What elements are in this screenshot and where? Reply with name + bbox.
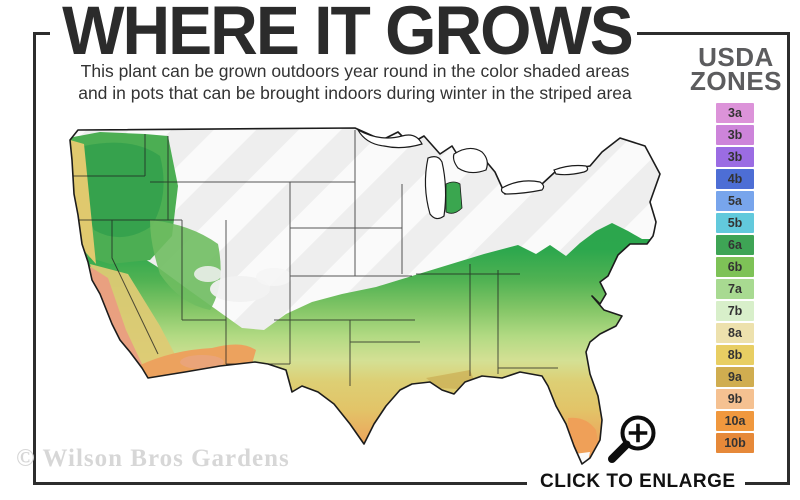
map-outline xyxy=(69,127,661,465)
frame-bottom-right xyxy=(745,482,790,485)
frame-top-right-stub xyxy=(637,32,790,35)
map-michigan-green xyxy=(445,181,463,214)
map-northwest-dark-green xyxy=(80,142,164,238)
lake-superior xyxy=(356,128,423,149)
subtitle: This plant can be grown outdoors year ro… xyxy=(30,60,680,105)
map-coast-yellow xyxy=(70,140,96,264)
zone-chip-5b-5: 5b xyxy=(716,213,754,233)
map-great-basin-green xyxy=(150,220,221,310)
great-lakes xyxy=(356,128,589,220)
zone-chip-8b-11: 8b xyxy=(716,345,754,365)
frame-top-left-stub xyxy=(33,32,50,35)
map-florida-orange xyxy=(568,417,598,462)
usda-zones-heading-line2: ZONES xyxy=(689,65,783,96)
lake-huron xyxy=(452,147,488,174)
zone-chip-7b-9: 7b xyxy=(716,301,754,321)
zone-chip-9b-13: 9b xyxy=(716,389,754,409)
zone-chip-3b-1: 3b xyxy=(716,125,754,145)
zone-chip-3a-0: 3a xyxy=(716,103,754,123)
zone-chip-10b-15: 10b xyxy=(716,433,754,453)
map-rockies-white xyxy=(256,268,292,286)
lake-ontario xyxy=(553,164,589,176)
map-california-salmon xyxy=(84,264,146,374)
zone-chip-10a-14: 10a xyxy=(716,411,754,431)
lake-michigan xyxy=(424,156,447,220)
zone-chip-6a-6: 6a xyxy=(716,235,754,255)
zone-chip-9a-12: 9a xyxy=(716,367,754,387)
lake-erie xyxy=(500,180,545,195)
zoom-in-icon[interactable] xyxy=(598,406,660,470)
zone-chip-3b-2: 3b xyxy=(716,147,754,167)
zone-chip-4b-3: 4b xyxy=(716,169,754,189)
usda-zones-heading: USDA ZONES xyxy=(682,42,790,96)
usda-zone-list: 3a 3b 3b 4b 5a 5b 6a 6b 7a 7b 8a 8b 9a 9b 10a 10b xyxy=(716,103,754,455)
us-zone-map-svg xyxy=(69,127,661,465)
us-zone-map[interactable] xyxy=(50,124,672,472)
zone-chip-7a-8: 7a xyxy=(716,279,754,299)
frame-right xyxy=(787,32,790,485)
subtitle-line2: and in pots that can be brought indoors … xyxy=(78,83,632,104)
zone-chip-5a-4: 5a xyxy=(716,191,754,211)
usda-zones-heading-line1: USDA xyxy=(698,42,774,72)
frame-bottom-left xyxy=(33,482,527,485)
frame-left xyxy=(33,32,36,485)
subtitle-line1: This plant can be grown outdoors year ro… xyxy=(80,61,630,81)
zone-chip-6b-7: 6b xyxy=(716,257,754,277)
click-to-enlarge-label[interactable]: CLICK TO ENLARGE xyxy=(540,471,736,492)
page-title: WHERE IT GROWS xyxy=(62,0,634,69)
watermark: © Wilson Bros Gardens xyxy=(16,445,290,472)
map-arizona-salmon xyxy=(180,355,224,369)
map-rockies-white xyxy=(210,276,270,302)
zone-chip-8a-10: 8a xyxy=(716,323,754,343)
map-rockies-white xyxy=(194,266,222,282)
